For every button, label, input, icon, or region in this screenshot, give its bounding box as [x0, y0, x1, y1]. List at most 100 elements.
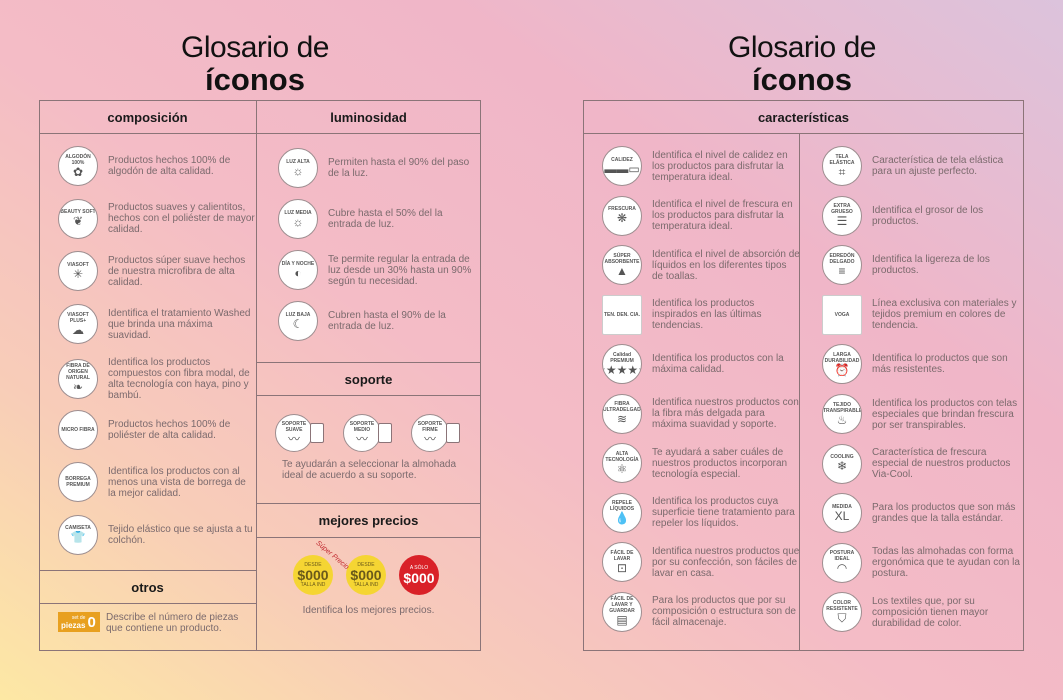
item-description: Identifica el nivel de calidez en los pr… — [652, 149, 788, 183]
sun-medium-icon: LUZ MEDIA ☼ — [278, 199, 318, 239]
list-item: CAMISETA 👕 Tejido elástico que se ajusta a… — [58, 514, 256, 555]
item-description: Identifica los productos inspirados en l… — [652, 298, 762, 331]
heading-caracteristicas: características — [757, 110, 850, 125]
heading-luminosidad: luminosidad — [330, 110, 407, 125]
list-item: LUZ BAJA ☾ Cubren hasta el 90% de la entra… — [278, 301, 476, 341]
item-description: Línea exclusiva con materiales y tejidos… — [872, 298, 1017, 332]
item-description: Característica de tela elástica para un … — [872, 155, 1004, 177]
item-description: Todas las almohadas con forma ergonómica… — [872, 546, 1020, 580]
list-item: COOLING ❄ Característica de frescura espec… — [822, 443, 1020, 484]
thin-duvet-icon: EDREDÓN DELGADO ≡ — [822, 245, 862, 286]
list-item: VOGA Línea exclusiva con materiales y tej… — [822, 294, 1020, 335]
soporte-item: SOPORTE SUAVE 〰 — [275, 414, 324, 452]
folded-stack-icon: FÁCIL DE LAVAR Y GUARDAR ▤ — [602, 591, 642, 632]
item-description: Los textiles que, por su composición tie… — [872, 595, 989, 629]
item-description: Identifica el tratamiento Washed que bri… — [108, 307, 251, 341]
microfibra-icon: MICRO FIBRA — [58, 409, 98, 450]
item-description: Productos suaves y calientitos, hechos c… — [108, 202, 255, 236]
list-item: Calidad PREMIUM★★★★★ Identifica los produ… — [602, 344, 800, 384]
elastic-icon: TELA ELÁSTICA ⌗ — [822, 146, 862, 186]
item-description: Identifica nuestros productos que por su… — [652, 545, 800, 579]
price-badge: A SÓLO $000 — [399, 555, 439, 595]
snowflake-icon: COOLING ❄ — [822, 443, 862, 484]
item-description: Te permite regular la entrada de luz des… — [328, 253, 472, 287]
divider — [256, 362, 481, 363]
item-description: Productos hechos 100% de algodón de alta… — [108, 155, 231, 177]
list-item: FÁCIL DE LAVAR Y GUARDAR ▤ Para los produc… — [602, 591, 800, 632]
list-item: CALIDEZ ▬▬▭ Identifica el nivel de calidez… — [602, 146, 800, 186]
list-item: FIBRA DE ORIGEN NATURAL ❧ Identifica los p… — [58, 357, 256, 401]
borrega-icon: BORREGA PREMIUM — [58, 462, 98, 503]
list-item: TELA ELÁSTICA ⌗ Característica de tela elá… — [822, 146, 1020, 186]
list-item: SÚPER ABSORBENTE ▲ Identifica el nivel de … — [602, 245, 800, 285]
viasoft-plus-icon: VIASOFT PLUS+ ☁ — [58, 304, 98, 345]
price-badge: DESDE $000 TALLA IND — [346, 555, 386, 595]
heading-soporte: soporte — [344, 372, 393, 387]
washer-icon: FÁCIL DE LAVAR ⊡ — [602, 542, 642, 582]
thick-icon: EXTRA GRUESO ☰ — [822, 195, 862, 236]
freshness-icon: FRESCURA ❋ — [602, 195, 642, 236]
list-item: BEAUTY SOFT ❦ Productos suaves y calientit… — [58, 198, 256, 239]
price-badge: DESDE $000 TALLA IND — [293, 555, 333, 595]
sun-high-icon: LUZ ALTA ☼ — [278, 148, 318, 188]
item-description: Permiten hasta el 90% del paso de la luz… — [328, 157, 470, 179]
list-item: FIBRA ULTRADELGADA ≋ Identifica nuestros p… — [602, 393, 800, 434]
moon-icon: LUZ BAJA ☾ — [278, 301, 318, 341]
left-panel — [39, 100, 481, 651]
heading-mejores-precios: mejores precios — [318, 513, 419, 528]
soporte-item: SOPORTE MEDIO 〰 — [343, 414, 392, 452]
pillow-medium-icon: SOPORTE MEDIO 〰 — [343, 414, 381, 452]
item-description: Identifica la ligereza de los productos. — [872, 254, 990, 277]
heading-otros: otros — [131, 580, 164, 595]
divider — [256, 100, 257, 651]
list-item: ALGODÓN 100% ✿ Productos hechos 100% de al… — [58, 146, 256, 186]
item-description: Identifica el grosor de los productos. — [872, 204, 984, 227]
list-item: FÁCIL DE LAVAR ⊡ Identifica nuestros produ… — [602, 542, 800, 582]
item-description: Identifica lo productos que son más resi… — [872, 353, 1008, 376]
list-item: FRESCURA ❋ Identifica el nivel de frescura… — [602, 195, 800, 236]
list-item: REPELE LÍQUIDOS 💧 Identifica los productos… — [602, 492, 800, 533]
list-item: COLOR RESISTENTE ⛉ Los textiles que, por s… — [822, 592, 1020, 633]
level-bars-icon — [378, 423, 392, 443]
list-item: VIASOFT PLUS+ ☁ Identifica el tratamiento … — [58, 304, 256, 345]
level-bars-icon — [446, 423, 460, 443]
heading-composicion: composición — [107, 110, 188, 125]
pillow-soft-icon: SOPORTE SUAVE 〰 — [275, 414, 313, 452]
level-bars-icon — [310, 423, 324, 443]
drop-icon: REPELE LÍQUIDOS 💧 — [602, 492, 642, 533]
otros-description: Describe el número de piezas que contien… — [106, 612, 239, 634]
list-item: TEN. DEN. CIA. Identifica los productos i… — [602, 294, 800, 335]
tshirt-icon: CAMISETA 👕 — [58, 514, 98, 555]
item-description: Identifica el nivel de absorción de líqu… — [652, 248, 800, 282]
viasoft-icon: VIASOFT ✳ — [58, 251, 98, 292]
item-description: Tejido elástico que se ajusta a tu colch… — [108, 523, 253, 546]
item-description: Identifica el nivel de frescura en los p… — [652, 199, 793, 232]
voga-logo-icon: VOGA — [822, 294, 862, 335]
breathable-icon: TEJIDO TRANSPIRABLE ♨ — [822, 394, 862, 434]
item-description: Característica de frescura especial de n… — [872, 447, 1011, 481]
divider — [256, 395, 481, 396]
list-item: EDREDÓN DELGADO ≡ Identifica la ligereza d… — [822, 245, 1020, 286]
divider — [39, 133, 481, 134]
pieces-badge: set de piezas 0 — [58, 612, 100, 632]
divider — [39, 570, 256, 571]
alarm-clock-icon: LARGA DURABILIDAD ⏰ — [822, 344, 862, 385]
posture-icon: POSTURA IDEAL ◠ — [822, 542, 862, 583]
xl-icon: MEDIDA XL — [822, 493, 862, 534]
pillow-firm-icon: SOPORTE FIRME 〰 — [411, 414, 449, 452]
color-shield-icon: COLOR RESISTENTE ⛉ — [822, 592, 862, 633]
right-title: Glosario de íconos — [728, 31, 876, 97]
item-description: Identifica los productos con al menos un… — [108, 465, 246, 499]
item-description: Para los productos que son más grandes q… — [872, 502, 1016, 525]
item-description: Cubre hasta el 50% del la entrada de luz… — [328, 208, 443, 230]
precios-description: Identifica los mejores precios. — [302, 605, 435, 616]
divider — [799, 133, 800, 651]
soporte-description: Te ayudarán a seleccionar la almohada id… — [282, 459, 456, 481]
divider — [583, 133, 1024, 134]
item-description: Identifica nuestros productos con la fib… — [652, 397, 799, 430]
list-item: MICRO FIBRA Productos hechos 100% de poli… — [58, 409, 256, 450]
list-item: MEDIDA XL Para los productos que son más g… — [822, 493, 1020, 534]
item-description: Te ayudará a saber cuáles de nuestros pr… — [652, 446, 788, 480]
left-title: Glosario de íconos — [181, 31, 329, 97]
ultrathin-fiber-icon: FIBRA ULTRADELGADA ≋ — [602, 393, 642, 434]
